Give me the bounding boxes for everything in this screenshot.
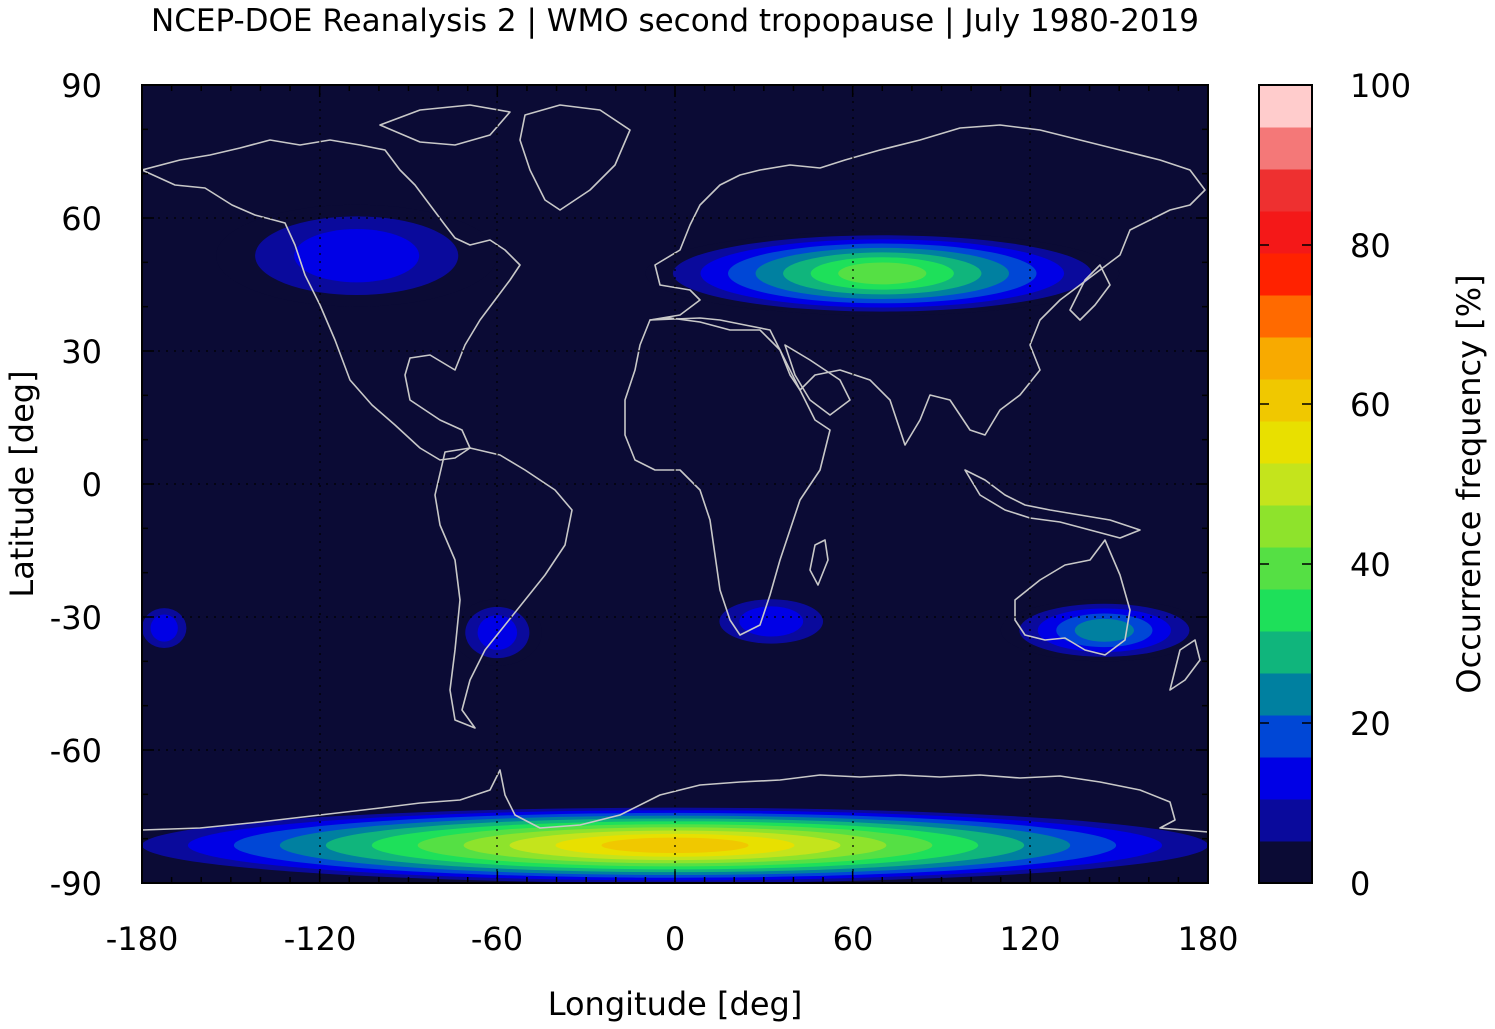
coastline-arabia bbox=[784, 344, 851, 416]
coastline-south-america bbox=[434, 447, 573, 729]
heat-contour bbox=[739, 606, 804, 637]
coastline-north-america bbox=[142, 139, 521, 461]
colorbar-tick-label: 0 bbox=[1350, 865, 1370, 903]
colorbar-segment bbox=[1259, 127, 1312, 170]
x-tick-label: -60 bbox=[471, 920, 523, 958]
coastline-madagascar bbox=[809, 539, 829, 586]
x-tick-label: 180 bbox=[1177, 920, 1238, 958]
colorbar-segment bbox=[1259, 85, 1312, 128]
x-tick-label: 0 bbox=[665, 920, 685, 958]
y-tick-label: 0 bbox=[82, 466, 102, 504]
coastlines bbox=[142, 104, 1208, 833]
coastline-africa bbox=[624, 317, 831, 636]
colorbar-segment bbox=[1259, 631, 1312, 674]
colorbar-segment bbox=[1259, 421, 1312, 464]
x-tick-labels: -180 -120 -60 0 60 120 180 bbox=[106, 920, 1239, 958]
colorbar-segment bbox=[1259, 547, 1312, 590]
y-tick-label: 60 bbox=[61, 200, 102, 238]
colorbar-segment bbox=[1259, 463, 1312, 506]
map-background bbox=[142, 85, 1208, 883]
colorbar-segment bbox=[1259, 757, 1312, 800]
x-tick-label: 60 bbox=[833, 920, 874, 958]
y-tick-label: -30 bbox=[50, 599, 102, 637]
heat-contour bbox=[838, 262, 927, 285]
heat-contour bbox=[150, 614, 178, 642]
coastline-japan bbox=[1069, 264, 1111, 321]
colorbar-segment bbox=[1259, 253, 1312, 296]
heat-region bbox=[216, 204, 498, 307]
coastline-australia bbox=[1014, 539, 1131, 656]
x-tick-label: -120 bbox=[284, 920, 357, 958]
coastline-antarctica bbox=[142, 769, 1208, 833]
colorbar-segment bbox=[1259, 379, 1312, 422]
colorbar-segment bbox=[1259, 169, 1312, 212]
x-axis-label: Longitude [deg] bbox=[548, 985, 803, 1023]
colorbar-label: Occurrence frequency [%] bbox=[1450, 274, 1488, 693]
colorbar-frame bbox=[1258, 84, 1313, 884]
coastline-new-zealand bbox=[1169, 639, 1201, 691]
colorbar-segment bbox=[1259, 505, 1312, 548]
colorbar-tick-labels: 100 80 60 40 20 0 bbox=[1350, 67, 1411, 903]
y-tick-labels: 90 60 30 0 -30 -60 -90 bbox=[50, 67, 102, 903]
heat-region bbox=[142, 608, 187, 649]
minor-ticks bbox=[142, 85, 1208, 883]
heat-region bbox=[719, 599, 824, 644]
colorbar-segment bbox=[1259, 589, 1312, 632]
colorbar bbox=[1259, 85, 1312, 884]
heat-region bbox=[452, 599, 542, 666]
colorbar-segment bbox=[1259, 841, 1312, 884]
colorbar-segment bbox=[1259, 211, 1312, 254]
colorbar-tick-label: 20 bbox=[1350, 705, 1391, 743]
coastline-indonesia bbox=[964, 469, 1141, 539]
colorbar-segment bbox=[1259, 337, 1312, 380]
y-tick-label: 30 bbox=[61, 333, 102, 371]
colorbar-segment bbox=[1259, 715, 1312, 758]
y-tick-label: -90 bbox=[50, 865, 102, 903]
colorbar-tick-label: 40 bbox=[1350, 546, 1391, 584]
colorbar-tick-label: 60 bbox=[1350, 386, 1391, 424]
heat-contour bbox=[294, 229, 420, 283]
colorbar-segment bbox=[1259, 799, 1312, 842]
x-tick-label: -180 bbox=[106, 920, 179, 958]
heat-contour bbox=[1074, 618, 1134, 642]
coastline-eurasia bbox=[649, 124, 1206, 446]
heat-region bbox=[1000, 599, 1208, 662]
x-tick-label: 120 bbox=[999, 920, 1060, 958]
colorbar-tick-label: 80 bbox=[1350, 227, 1391, 265]
y-tick-label: 90 bbox=[61, 67, 102, 105]
heat-contour bbox=[477, 615, 518, 650]
coastline-greenland bbox=[519, 104, 631, 211]
colorbar-segment bbox=[1259, 673, 1312, 716]
figure-title: NCEP-DOE Reanalysis 2 | WMO second tropo… bbox=[151, 3, 1199, 39]
colorbar-segment bbox=[1259, 295, 1312, 338]
y-axis-label: Latitude [deg] bbox=[3, 370, 41, 597]
heat-region bbox=[645, 231, 1120, 316]
grid-lines bbox=[142, 85, 1208, 883]
colorbar-tick-label: 100 bbox=[1350, 67, 1411, 105]
y-tick-label: -60 bbox=[50, 732, 102, 770]
coastline-arctic-islands bbox=[379, 104, 511, 146]
colorbar-ticks bbox=[1259, 244, 1312, 724]
